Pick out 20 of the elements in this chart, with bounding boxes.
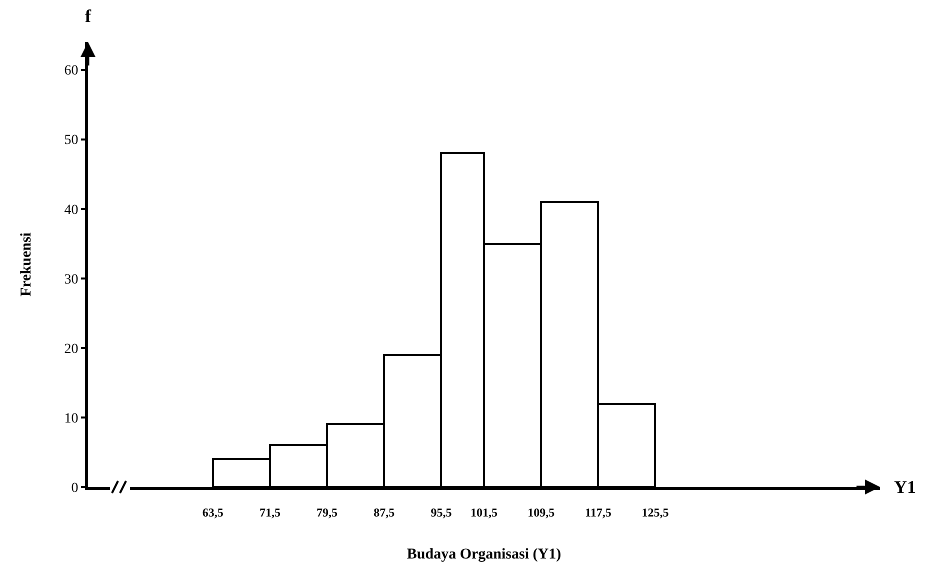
y-tick-label: 50 — [64, 133, 78, 148]
y-tick-label: 60 — [64, 64, 78, 79]
x-tick-label: 79,5 — [316, 505, 338, 520]
x-tick-label: 101,5 — [470, 505, 498, 520]
y-tick-label: 40 — [64, 202, 78, 218]
x-tick-label: 87,5 — [374, 505, 395, 520]
x-tick-label: 109,5 — [528, 505, 555, 520]
y-tick-label: 10 — [64, 411, 78, 426]
x-tick-label: 117,5 — [584, 505, 612, 520]
x-tick-label: 95,5 — [430, 505, 452, 520]
x-tick-label: 63,5 — [202, 505, 224, 520]
x-tick-label: 125,5 — [642, 505, 669, 520]
text: f — [85, 6, 92, 26]
y-tick-label: 30 — [64, 272, 78, 288]
y-tick-label: 20 — [64, 342, 78, 357]
y-axis-title: Frekuensi — [18, 232, 34, 296]
y-tick-label: 0 — [71, 480, 78, 496]
x-tick-label: 71,5 — [259, 505, 280, 520]
x-axis-title: Budaya Organisasi (Y1) — [406, 546, 562, 562]
text: Y1 — [894, 477, 916, 497]
